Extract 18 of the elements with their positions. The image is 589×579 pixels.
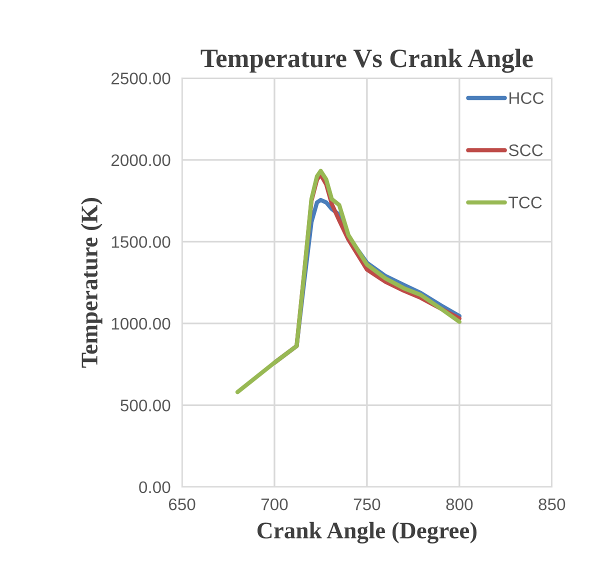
x-tick-label: 750 — [354, 498, 380, 510]
x-tick-label: 850 — [538, 498, 566, 510]
x-tick-label: 700 — [261, 498, 288, 510]
legend-label: SCC — [508, 144, 543, 156]
y-axis-title: Temperature (K) — [80, 198, 102, 368]
y-tick-label: 1000.00 — [112, 318, 170, 330]
legend-label: TCC — [508, 196, 542, 208]
line-series — [235, 168, 462, 394]
chart-title: Temperature Vs Crank Angle — [200, 48, 533, 73]
x-tick-label: 800 — [446, 498, 473, 510]
y-tick-label: 0.00 — [139, 481, 170, 494]
y-tick-label: 2500.00 — [111, 72, 170, 84]
y-tick-label: 1500.00 — [112, 236, 170, 248]
x-axis-title: Crank Angle (Degree) — [257, 522, 477, 544]
y-tick-label: 500.00 — [120, 400, 170, 412]
x-tick-label: 650 — [168, 498, 196, 510]
y-tick-label: 2000.00 — [111, 154, 170, 166]
legend-label: HCC — [510, 92, 544, 104]
